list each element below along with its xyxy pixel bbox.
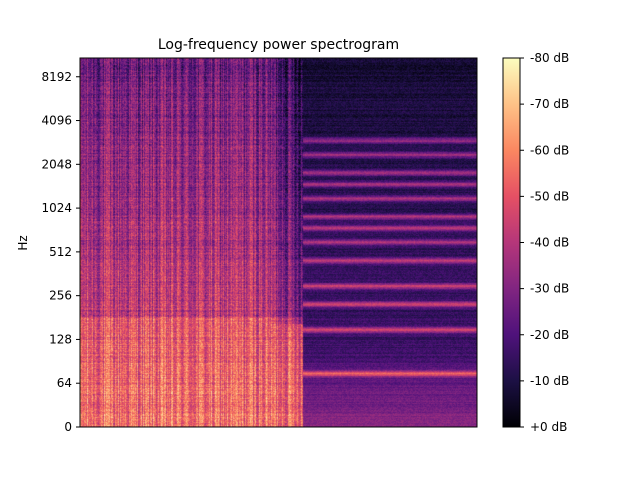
y-tick-label: 512 — [49, 245, 72, 259]
colorbar-tick-label: -30 dB — [530, 282, 569, 296]
y-axis-label: Hz — [16, 235, 30, 250]
y-tick-label: 128 — [49, 332, 72, 346]
y-tick-label: 8192 — [41, 70, 72, 84]
colorbar-tick-label: -10 dB — [530, 374, 569, 388]
spectrogram-image — [80, 58, 477, 427]
colorbar: +0 dB -10 dB -20 dB -30 dB -40 dB -50 dB -60 d… — [502, 51, 569, 434]
plot-frame — [79, 57, 478, 428]
y-tick-label: 4096 — [41, 114, 72, 128]
colorbar-tick-label: -20 dB — [530, 328, 569, 342]
chart-title: Log-frequency power spectrogram — [158, 37, 399, 53]
spectrogram-plot — [79, 57, 478, 428]
y-tick-label: 256 — [49, 289, 72, 303]
colorbar-tick-label: -70 dB — [530, 97, 569, 111]
colorbar-tick-label: -80 dB — [530, 51, 569, 65]
colorbar-tick-label: -60 dB — [530, 143, 569, 157]
y-tick-label: 64 — [57, 376, 72, 390]
y-axis: 0 64 128 256 512 1024 2048 4096 8192 — [41, 70, 80, 434]
colorbar-ticks: +0 dB -10 dB -20 dB -30 dB -40 dB -50 dB -60 d… — [520, 51, 569, 434]
colorbar-tick-label: -50 dB — [530, 189, 569, 203]
y-tick-label: 0 — [64, 420, 72, 434]
y-tick-label: 1024 — [41, 201, 72, 215]
y-tick-label: 2048 — [41, 157, 72, 171]
colorbar-tick-label: +0 dB — [530, 420, 567, 434]
colorbar-gradient — [502, 57, 521, 428]
colorbar-tick-label: -40 dB — [530, 236, 569, 250]
